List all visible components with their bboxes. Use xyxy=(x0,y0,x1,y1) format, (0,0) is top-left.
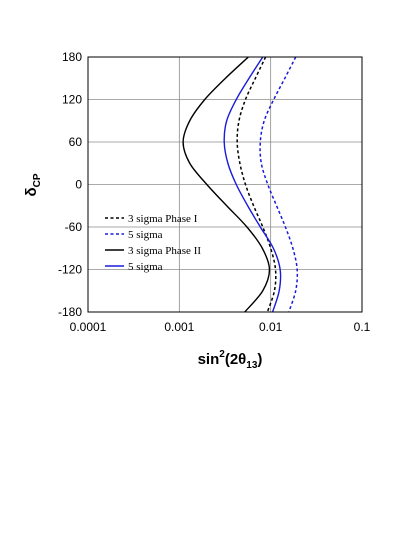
y-tick-label: 180 xyxy=(62,50,82,64)
x-tick-label: 0.0001 xyxy=(70,320,107,334)
plot-frame xyxy=(87,56,363,313)
series-line-4 xyxy=(223,56,282,313)
y-tick-label: 60 xyxy=(69,135,83,149)
y-axis-title-base: δ xyxy=(23,187,40,196)
y-axis-title: δCP xyxy=(23,173,43,196)
x-axis-title-sup: 2 xyxy=(219,349,225,360)
series-line-3 xyxy=(182,56,271,313)
legend-label: 5 sigma xyxy=(128,261,163,273)
legend-label: 3 sigma Phase I xyxy=(128,213,198,225)
y-tick-label: -120 xyxy=(58,263,82,277)
legend-label: 3 sigma Phase II xyxy=(128,245,201,257)
legend: 3 sigma Phase I 5 sigma 3 sigma Phase II 5 … xyxy=(105,213,201,273)
x-axis-title: sin2(2θ13) xyxy=(198,349,263,371)
x-axis-title-close: ) xyxy=(257,351,262,368)
y-tick-label: -180 xyxy=(58,305,82,319)
y-tick-label: 120 xyxy=(62,93,82,107)
x-axis-title-sub: 13 xyxy=(246,360,258,371)
x-tick-label: 0.001 xyxy=(164,320,194,334)
y-tick-label: 0 xyxy=(75,178,82,192)
x-axis-title-base: sin xyxy=(198,351,220,368)
grid xyxy=(87,56,363,313)
x-axis-title-open: (2θ xyxy=(225,351,246,368)
legend-label: 5 sigma xyxy=(128,229,163,241)
series-line-2 xyxy=(259,56,299,313)
y-tick-label: -60 xyxy=(65,220,83,234)
series-layer xyxy=(182,56,299,313)
y-axis-title-sub: CP xyxy=(32,173,43,187)
series-line-1 xyxy=(236,56,277,313)
x-tick-label: 0.1 xyxy=(354,320,371,334)
x-tick-label: 0.01 xyxy=(259,320,283,334)
